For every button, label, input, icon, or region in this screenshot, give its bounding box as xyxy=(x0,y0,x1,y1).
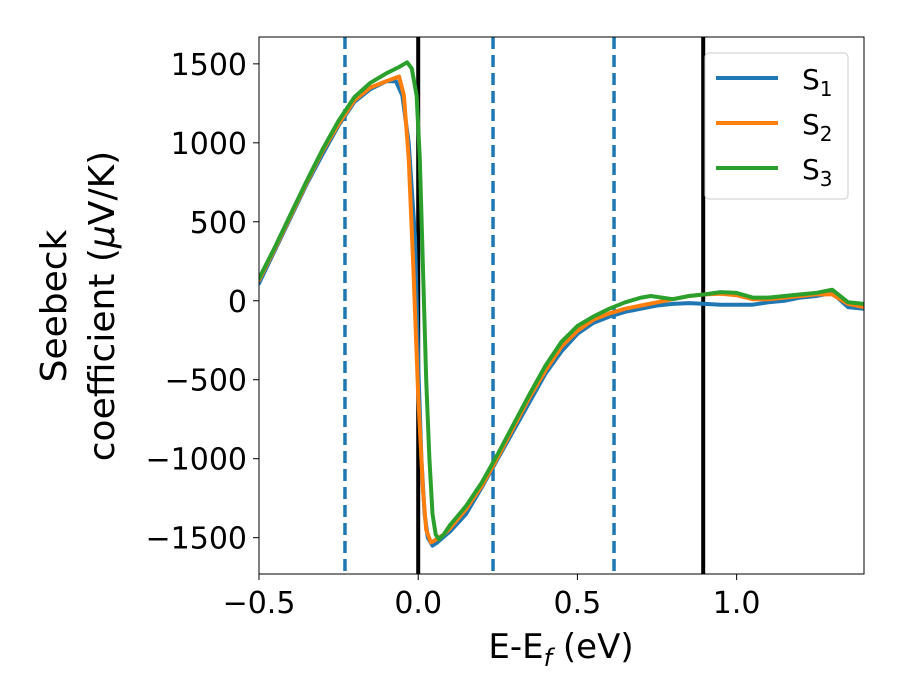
y-axis-label: Seebeck coefficient (μV/K) xyxy=(34,151,123,461)
y-axis-label-prefix: coefficient ( xyxy=(82,248,123,461)
x-axis-label: E-Ef (eV) xyxy=(488,627,633,672)
legend: S1 S2 S3 xyxy=(704,52,849,200)
x-tick-label: 0.0 xyxy=(394,586,442,621)
y-tick-label: 0 xyxy=(228,285,247,320)
series-lines xyxy=(259,60,864,548)
series-line-s3 xyxy=(259,60,864,542)
y-tick-label: −500 xyxy=(165,364,247,399)
y-tick-label: −1000 xyxy=(146,443,247,478)
x-axis-ticks: −0.5 0.0 0.5 1.0 xyxy=(223,574,761,621)
x-axis-label-main: E-E xyxy=(488,627,543,667)
legend-label-s2: S2 xyxy=(802,108,833,146)
y-tick-label: 1500 xyxy=(171,48,247,83)
x-tick-label: 1.0 xyxy=(713,586,761,621)
y-tick-label: −1500 xyxy=(146,522,247,557)
y-axis-label-unit: V/K) xyxy=(82,151,123,225)
y-tick-label: 1000 xyxy=(171,127,247,162)
y-axis-label-line2: coefficient (μV/K) xyxy=(82,151,123,461)
legend-box xyxy=(704,52,849,200)
legend-label-s1: S1 xyxy=(802,63,833,101)
x-tick-label: 0.5 xyxy=(554,586,602,621)
y-tick-label: 500 xyxy=(190,206,247,241)
x-axis-label-unit: (eV) xyxy=(552,627,634,667)
plot-frame xyxy=(258,36,865,575)
x-tick-label: −0.5 xyxy=(223,586,296,621)
y-axis-label-line1: Seebeck xyxy=(34,229,75,382)
y-axis-ticks: 1500 1000 500 0 −500 −1000 −1500 xyxy=(146,48,259,557)
legend-label-s3: S3 xyxy=(802,153,833,191)
y-axis-label-mu: μ xyxy=(82,225,123,249)
